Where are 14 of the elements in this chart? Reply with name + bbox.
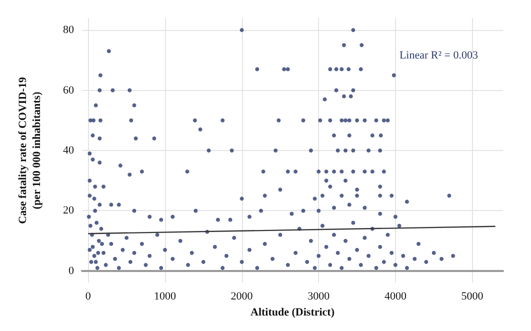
x-axis-title: Altitude (District): [250, 306, 335, 318]
y-tick-label: 60: [63, 84, 74, 96]
x-tick-label: 2000: [230, 290, 254, 302]
x-tick-label: 3000: [308, 290, 330, 302]
y-tick-label: 40: [63, 144, 74, 156]
x-tick-label: 4000: [384, 290, 407, 302]
annotation: Linear R² = 0.003: [399, 50, 478, 62]
y-tick-label: 80: [63, 24, 74, 36]
x-tick-label: 5000: [461, 290, 484, 302]
x-tick-label: 0: [85, 290, 92, 302]
y-tick-label: 0: [68, 264, 74, 277]
y-axis-title: Case fatality rate of COVID-19 (per 100 000 inhabitants): [17, 76, 43, 224]
x-tick-label: 1000: [154, 290, 176, 302]
y-tick-label: 20: [63, 204, 74, 217]
